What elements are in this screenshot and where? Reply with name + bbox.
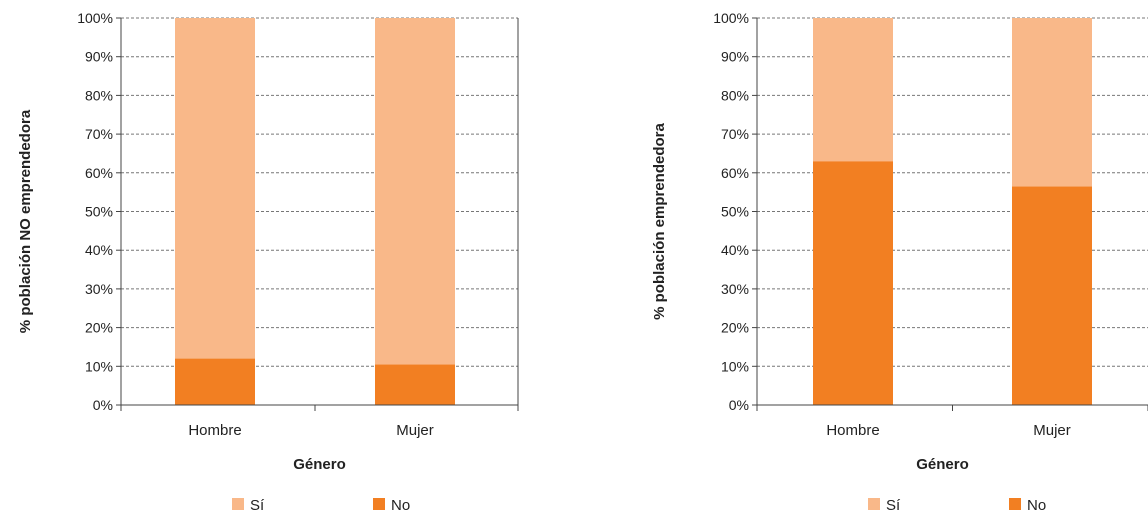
y-tick-label: 90%	[721, 49, 749, 65]
y-tick-label: 80%	[721, 87, 749, 103]
y-tick-label: 100%	[77, 10, 113, 26]
x-axis-label: Género	[293, 456, 346, 473]
legend-label-no: No	[1027, 497, 1046, 514]
y-tick-label: 30%	[85, 281, 113, 297]
bar-si-hombre	[813, 18, 893, 162]
y-tick-label: 70%	[721, 126, 749, 142]
x-tick-label: Hombre	[826, 422, 879, 439]
y-tick-label: 100%	[713, 10, 749, 26]
legend-swatch-no	[373, 498, 385, 510]
y-axis-label: % población emprendedora	[651, 122, 668, 319]
y-tick-label: 0%	[93, 397, 113, 413]
y-tick-label: 40%	[85, 242, 113, 258]
legend-label-no: No	[391, 497, 410, 514]
y-tick-label: 50%	[85, 204, 113, 220]
y-tick-label: 90%	[85, 49, 113, 65]
bar-si-mujer	[1012, 18, 1092, 187]
bar-si-mujer	[375, 18, 455, 365]
y-tick-label: 20%	[85, 320, 113, 336]
y-tick-label: 30%	[721, 281, 749, 297]
y-tick-label: 20%	[721, 320, 749, 336]
x-tick-label: Mujer	[396, 422, 434, 439]
legend-label-si: Sí	[886, 497, 901, 514]
bar-no-mujer	[375, 364, 455, 405]
legend-swatch-si	[868, 498, 880, 510]
bar-no-hombre	[175, 358, 255, 405]
y-tick-label: 50%	[721, 204, 749, 220]
y-tick-label: 40%	[721, 242, 749, 258]
bar-no-mujer	[1012, 186, 1092, 405]
y-tick-label: 60%	[85, 165, 113, 181]
y-tick-label: 10%	[85, 358, 113, 374]
y-tick-label: 0%	[729, 397, 749, 413]
x-axis-label: Género	[916, 456, 969, 473]
x-tick-label: Hombre	[188, 422, 241, 439]
legend-swatch-no	[1009, 498, 1021, 510]
legend-swatch-si	[232, 498, 244, 510]
y-tick-label: 10%	[721, 358, 749, 374]
bar-si-hombre	[175, 18, 255, 359]
legend-label-si: Sí	[250, 497, 265, 514]
x-tick-label: Mujer	[1033, 422, 1071, 439]
y-tick-label: 70%	[85, 126, 113, 142]
y-axis-label: % población NO emprendedora	[17, 109, 34, 333]
y-tick-label: 80%	[85, 87, 113, 103]
bar-no-hombre	[813, 161, 893, 405]
y-tick-label: 60%	[721, 165, 749, 181]
